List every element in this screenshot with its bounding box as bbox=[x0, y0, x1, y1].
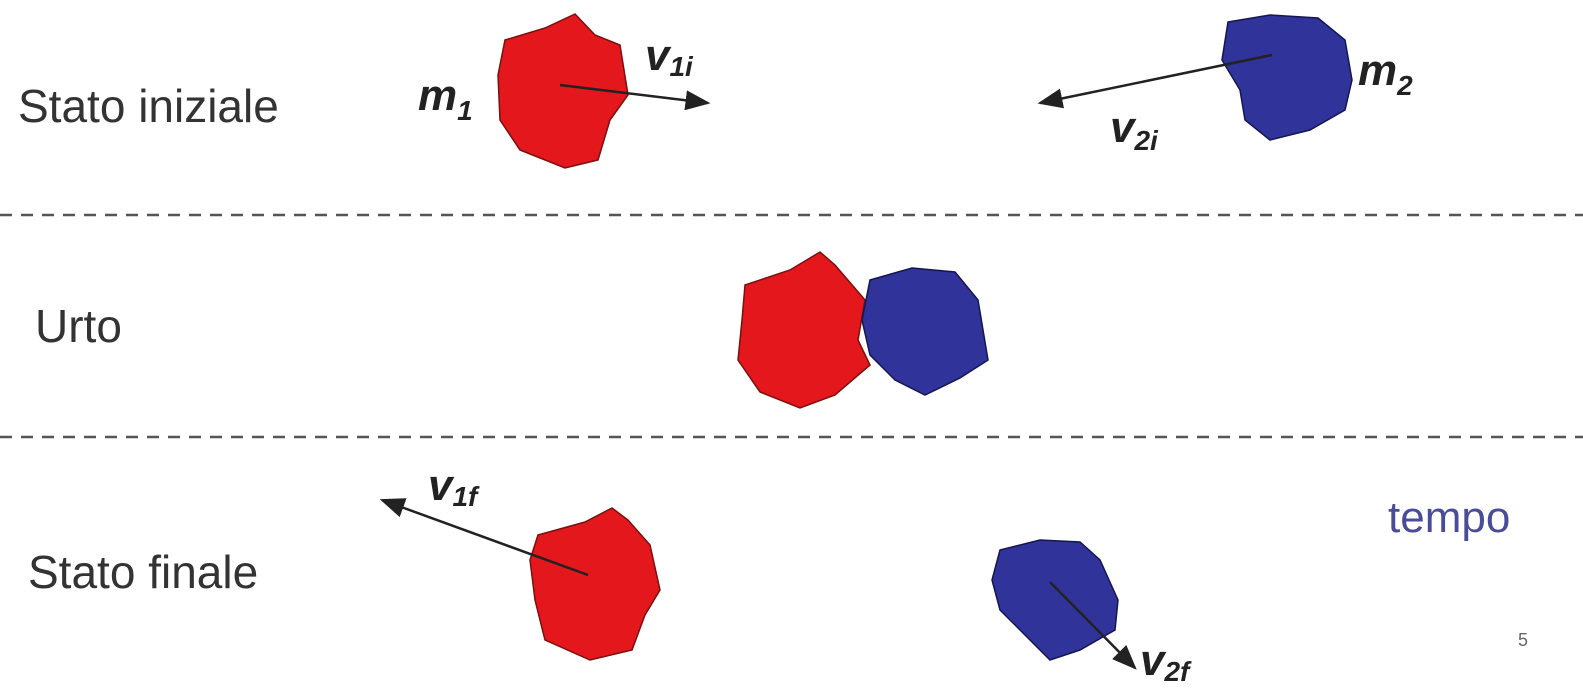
subscript: 1i bbox=[669, 51, 694, 82]
symbol: v bbox=[645, 31, 672, 80]
velocity-label: v2i bbox=[1110, 103, 1159, 156]
mass-2 bbox=[992, 540, 1118, 660]
row-label: Stato iniziale bbox=[18, 80, 279, 132]
time-label: tempo bbox=[1388, 493, 1510, 542]
row-label: Urto bbox=[35, 300, 122, 352]
subscript: 2f bbox=[1163, 656, 1192, 687]
mass-1 bbox=[738, 252, 870, 408]
symbol: v bbox=[428, 461, 455, 510]
symbol: v bbox=[1140, 636, 1167, 685]
mass-1 bbox=[530, 508, 660, 660]
row-label: Stato finale bbox=[28, 546, 258, 598]
mass-2 bbox=[1222, 15, 1352, 140]
mass-label: m2 bbox=[1358, 46, 1413, 101]
mass-label: m1 bbox=[418, 71, 473, 126]
page-number: 5 bbox=[1518, 630, 1528, 650]
subscript: 2 bbox=[1396, 70, 1413, 101]
mass-2 bbox=[862, 268, 988, 395]
velocity-label: v1f bbox=[428, 461, 480, 512]
subscript: 1f bbox=[452, 481, 480, 512]
symbol: v bbox=[1110, 103, 1137, 152]
collision-diagram: Stato iniziale Urto Stato finale m1 m2 v… bbox=[0, 0, 1583, 700]
subscript: 2i bbox=[1133, 125, 1159, 156]
subscript: 1 bbox=[457, 95, 473, 126]
symbol: m bbox=[1358, 46, 1397, 95]
velocity-label: v1i bbox=[645, 31, 694, 82]
velocity-label: v2f bbox=[1140, 636, 1192, 687]
symbol: m bbox=[418, 71, 457, 120]
